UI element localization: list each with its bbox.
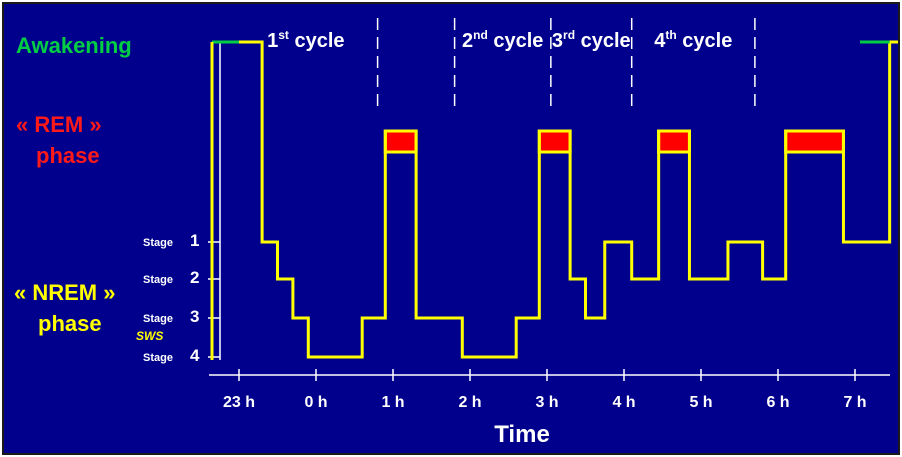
x-tick-label: 1 h: [381, 394, 404, 411]
hypnogram-chart: Awakening « REM » phase « NREM » phase S…: [14, 18, 898, 448]
rem-block: [658, 131, 690, 152]
cycle-label: 2nd cycle: [462, 28, 543, 52]
hypnogram-line: [239, 40, 898, 359]
x-tick-label: 2 h: [458, 394, 481, 411]
rem-label-line1: « REM »: [16, 112, 102, 137]
rem-block-outline: [657, 129, 691, 154]
rem-block-outline: [784, 129, 845, 154]
stage-label-number: 1: [190, 231, 199, 250]
stage-label-prefix: Stage: [143, 352, 173, 364]
stage-label-prefix: Stage: [143, 237, 173, 249]
sws-label: SWS: [136, 329, 163, 343]
rem-block-outline: [383, 129, 418, 154]
x-tick-label: 7 h: [843, 394, 866, 411]
stage-label-number: 4: [190, 346, 200, 365]
stage-label-prefix: Stage: [143, 274, 173, 286]
rem-block: [385, 131, 417, 152]
stage-label-number: 3: [190, 307, 199, 326]
x-tick-label: 3 h: [535, 394, 558, 411]
rem-label-line2: phase: [36, 143, 100, 168]
rem-block-outline: [537, 129, 572, 154]
chart-marks: Stage 1 Stage 2 Stage 3 Stage 4 23 h 0 h 1 h 2 h 3 h…: [143, 18, 898, 411]
x-tick-label: 6 h: [766, 394, 789, 411]
x-axis-title: Time: [494, 421, 550, 448]
awakening-label: Awakening: [16, 33, 132, 58]
cycle-label: 1st cycle: [267, 28, 344, 52]
nrem-label-line2: phase: [38, 311, 102, 336]
x-tick-label: 4 h: [612, 394, 635, 411]
cycle-label: 3rd cycle: [552, 28, 631, 52]
nrem-label-line1: « NREM »: [14, 280, 115, 305]
rem-block: [785, 131, 844, 152]
rem-block: [539, 131, 571, 152]
x-tick-label: 23 h: [223, 394, 255, 411]
stage-label-prefix: Stage: [143, 313, 173, 325]
x-tick-label: 0 h: [304, 394, 327, 411]
cycle-label: 4th cycle: [654, 28, 732, 52]
x-tick-label: 5 h: [689, 394, 712, 411]
stage-label-number: 2: [190, 268, 199, 287]
